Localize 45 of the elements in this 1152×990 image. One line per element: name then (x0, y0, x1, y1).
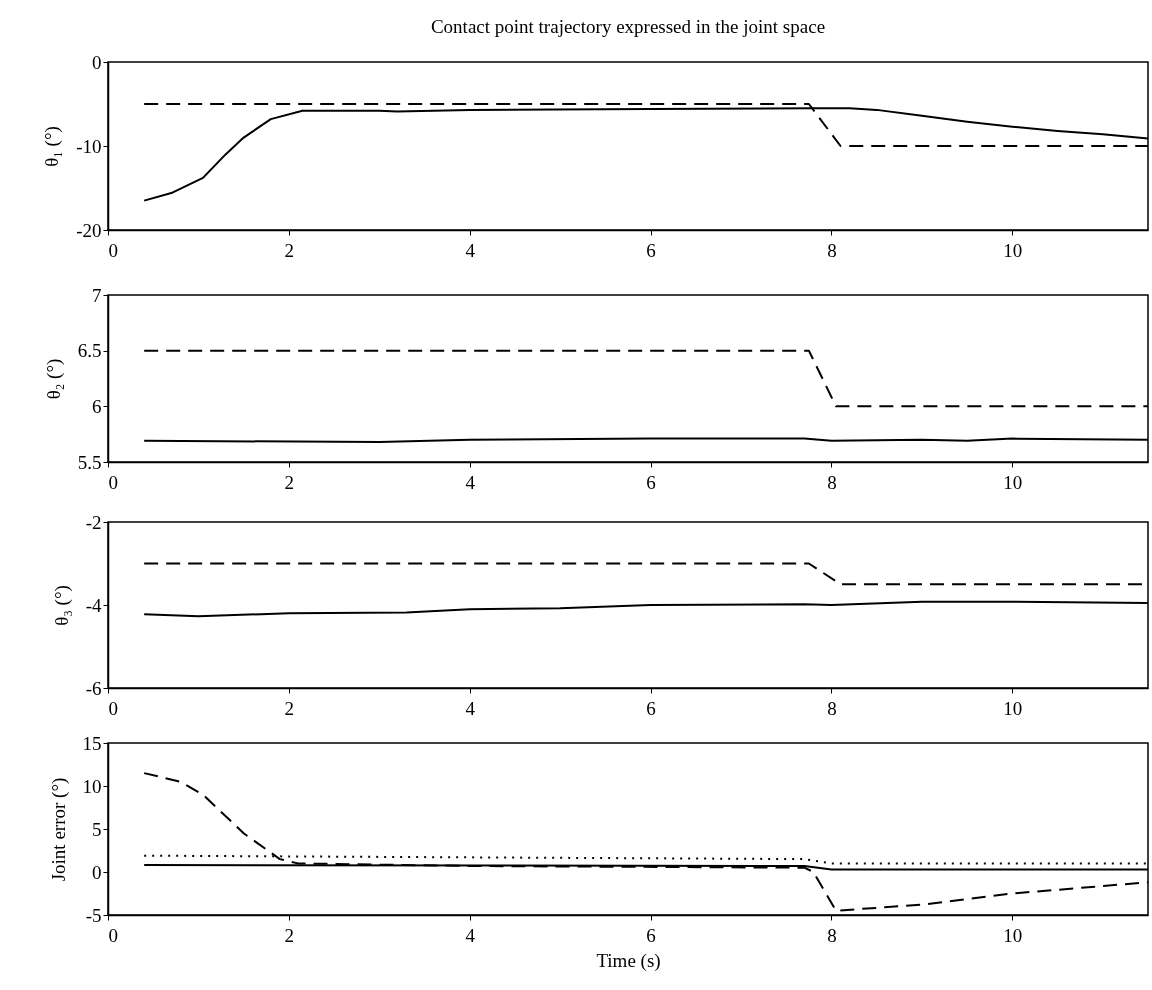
x-tick-label: 8 (827, 697, 837, 719)
y-tick-label: 10 (82, 775, 102, 797)
y-axis-title: θ₂ (°) (42, 358, 65, 400)
x-tick-label: 10 (1003, 697, 1023, 719)
x-axis-title: Time (s) (596, 949, 661, 972)
y-axis-title: θ₃ (°) (50, 585, 73, 626)
y-tick-label: -10 (76, 135, 102, 157)
y-tick-label: 6.5 (77, 340, 102, 362)
x-tick-label: 4 (465, 471, 476, 493)
y-tick-label: 7 (92, 284, 102, 306)
y-axis-title: Joint error (°) (47, 777, 70, 882)
x-tick-label: 6 (646, 471, 656, 493)
x-tick-label: 6 (646, 697, 656, 719)
x-tick-label: 6 (646, 924, 656, 946)
y-tick-label: 15 (82, 732, 102, 754)
y-tick-label: 6 (92, 395, 102, 417)
x-tick-label: 10 (1003, 471, 1023, 493)
x-tick-label: 0 (108, 924, 118, 946)
x-tick-label: 2 (284, 924, 295, 946)
y-tick-label: 5.5 (77, 451, 102, 473)
x-tick-label: 4 (465, 697, 476, 719)
y-tick-label: -6 (85, 677, 102, 699)
x-tick-label: 10 (1003, 924, 1023, 946)
x-tick-label: 2 (284, 471, 295, 493)
x-tick-label: 10 (1003, 239, 1023, 261)
x-tick-label: 2 (284, 239, 295, 261)
x-tick-label: 6 (646, 239, 656, 261)
x-tick-label: 4 (465, 239, 476, 261)
x-tick-label: 0 (108, 471, 118, 493)
x-tick-label: 2 (284, 697, 295, 719)
x-tick-label: 8 (827, 924, 837, 946)
x-tick-label: 8 (827, 471, 837, 493)
x-tick-label: 8 (827, 239, 837, 261)
y-tick-label: 0 (92, 861, 102, 883)
y-tick-label: -20 (76, 219, 102, 241)
y-tick-label: 0 (92, 51, 102, 73)
y-tick-label: -5 (85, 904, 102, 926)
y-axis-title: θ₁ (°) (41, 126, 64, 167)
y-tick-label: -4 (85, 594, 102, 616)
x-tick-label: 0 (108, 239, 118, 261)
y-tick-label: 5 (92, 818, 102, 840)
chart-title: Contact point trajectory expressed in the joint space (430, 16, 826, 37)
x-tick-label: 4 (465, 924, 476, 946)
x-tick-label: 0 (108, 697, 118, 719)
y-tick-label: -2 (85, 511, 102, 533)
